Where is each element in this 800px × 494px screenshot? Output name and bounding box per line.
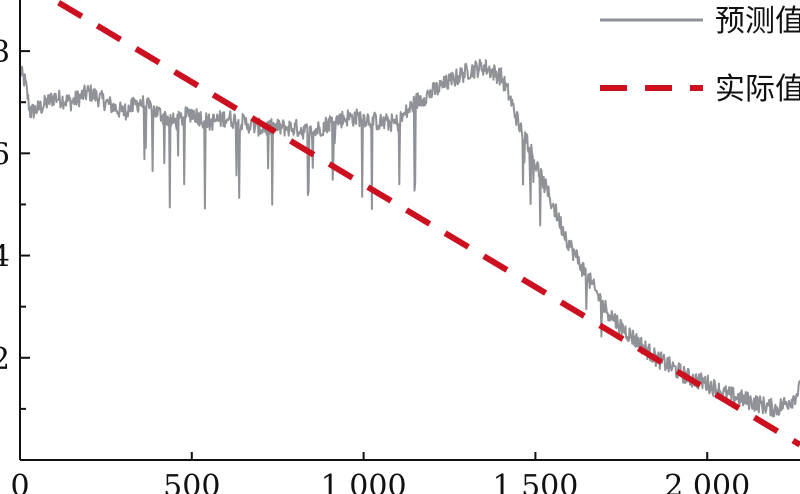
y-tick-label: 0.6 <box>0 137 10 172</box>
x-tick-label: 0 <box>10 469 29 494</box>
predicted-series-line <box>19 58 800 418</box>
legend: 预测值 实际值 <box>585 0 800 110</box>
series-layer <box>19 0 800 448</box>
actual-series-line <box>48 0 800 448</box>
y-tick-label: 0.2 <box>0 342 10 377</box>
x-tick-label: 2 000 <box>664 469 750 494</box>
x-tick-label: 1 500 <box>492 469 578 494</box>
legend-background <box>585 0 800 110</box>
y-tick-label: 0.8 <box>0 35 10 70</box>
legend-label-predicted: 预测值 <box>715 4 800 39</box>
x-tick-label: 1 000 <box>321 469 407 494</box>
y-tick-label: 0.4 <box>0 240 10 275</box>
legend-label-actual: 实际值 <box>715 72 800 107</box>
x-tick-label: 500 <box>163 469 220 494</box>
